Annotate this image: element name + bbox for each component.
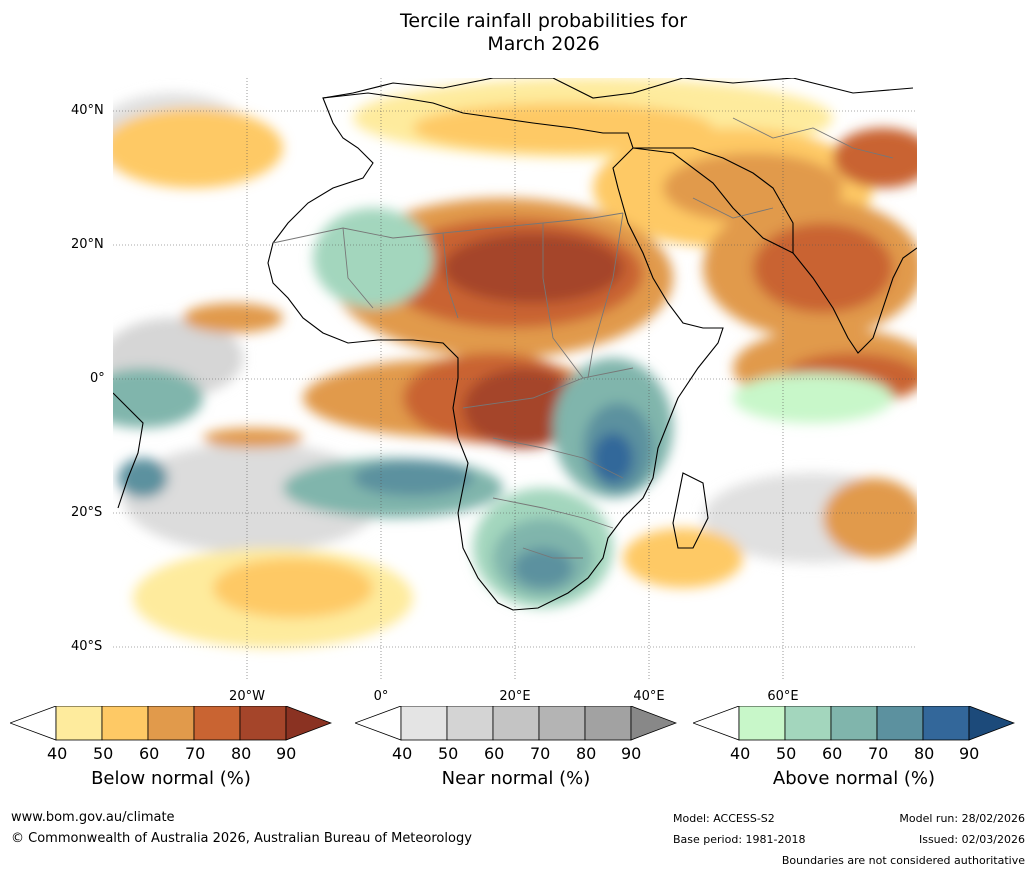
lon-label-20e: 20°E: [499, 689, 531, 704]
legend-below-tick-70: 70: [185, 744, 206, 763]
website-link[interactable]: www.bom.gov.au/climate: [11, 810, 175, 825]
probability-field: [113, 78, 917, 648]
legend-below-tick-80: 80: [231, 744, 252, 763]
lon-label-40e: 40°E: [633, 689, 665, 704]
colorbar-near-lower-arrow: [353, 705, 402, 741]
legend-above-title: Above normal (%): [772, 768, 936, 789]
legend-above-tick-90: 90: [959, 744, 980, 763]
colorbar-below-upper-arrow: [285, 705, 333, 741]
title-line-2: March 2026: [487, 33, 600, 55]
base-period: Base period: 1981-2018: [673, 833, 806, 846]
legend-near-title: Near normal (%): [441, 768, 591, 789]
legend-near-tick-50: 50: [438, 744, 459, 763]
legend-below-tick-60: 60: [139, 744, 160, 763]
lat-label-40n: 40°N: [71, 103, 104, 118]
map-title: Tercile rainfall probabilities for March…: [0, 10, 1035, 56]
india-coast: [792, 247, 917, 354]
legend-near-tick-80: 80: [576, 744, 597, 763]
legend-above-tick-70: 70: [868, 744, 889, 763]
colorbar-above: [691, 705, 1016, 741]
coastlines: [113, 78, 917, 611]
lon-label-20w: 20°W: [229, 689, 265, 704]
legend-below-tick-90: 90: [276, 744, 297, 763]
legend-above-tick-60: 60: [822, 744, 843, 763]
colorbar-below-lower-arrow: [8, 705, 57, 741]
legend-near-tick-40: 40: [392, 744, 413, 763]
colorbar-above-upper-arrow: [968, 705, 1016, 741]
africa-coast: [267, 92, 724, 611]
legend-below-tick-40: 40: [47, 744, 68, 763]
legend-above-tick-40: 40: [730, 744, 751, 763]
country-borders: [272, 117, 894, 559]
madagascar-coast: [672, 472, 709, 549]
lat-label-40s: 40°S: [71, 639, 103, 654]
south-america-coast: [113, 392, 144, 509]
copyright-text: © Commonwealth of Australia 2026, Austra…: [11, 831, 472, 846]
model-run-date: Model run: 28/02/2026: [899, 812, 1025, 825]
arabian-coast: [632, 147, 794, 254]
legend-near-normal: [353, 705, 678, 746]
boundaries-disclaimer: Boundaries are not considered authoritat…: [781, 854, 1025, 867]
map-svg: [113, 78, 917, 681]
graticule: [113, 78, 917, 681]
colorbar-near: [353, 705, 678, 741]
probability-map: [113, 78, 917, 681]
lat-label-20s: 20°S: [71, 505, 103, 520]
legend-below-title: Below normal (%): [91, 768, 251, 789]
colorbar-below: [8, 705, 333, 741]
legend-above-normal: [691, 705, 1016, 746]
issued-date: Issued: 02/03/2026: [918, 833, 1025, 846]
title-line-1: Tercile rainfall probabilities for: [399, 10, 688, 32]
colorbar-near-upper-arrow: [630, 705, 678, 741]
legend-below-tick-50: 50: [93, 744, 114, 763]
legend-near-tick-70: 70: [530, 744, 551, 763]
legend-above-tick-50: 50: [776, 744, 797, 763]
legend-near-tick-90: 90: [621, 744, 642, 763]
legend-above-tick-80: 80: [914, 744, 935, 763]
lat-label-eq: 0°: [90, 371, 105, 386]
lat-label-20n: 20°N: [71, 237, 104, 252]
lon-label-0: 0°: [373, 689, 389, 704]
legend-below-normal: [8, 705, 333, 746]
europe-coast: [322, 78, 914, 99]
lon-label-60e: 60°E: [767, 689, 799, 704]
legend-near-tick-60: 60: [484, 744, 505, 763]
colorbar-above-lower-arrow: [691, 705, 740, 741]
model-name: Model: ACCESS-S2: [673, 812, 775, 825]
